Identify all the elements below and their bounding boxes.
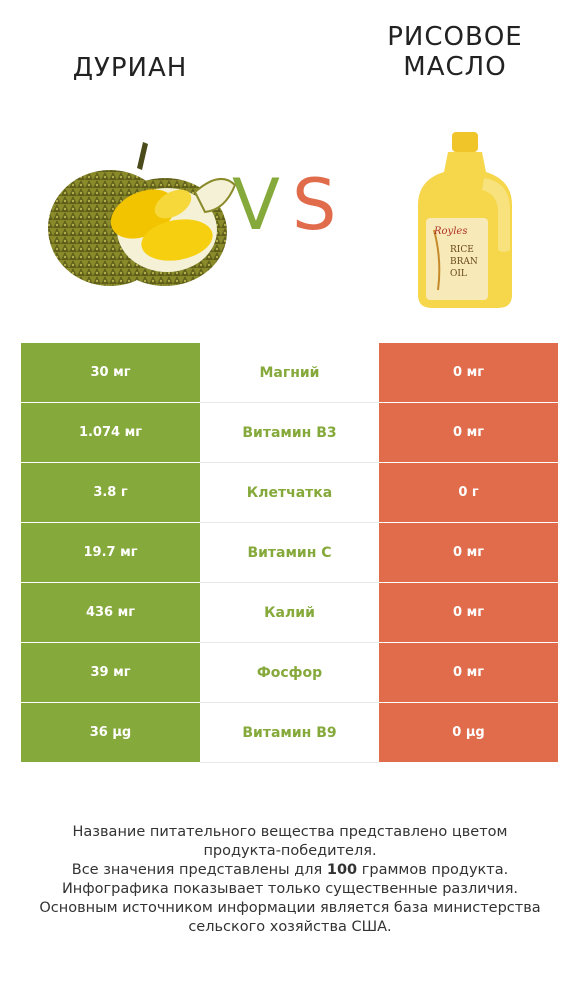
footer-text: граммов продукта.	[357, 862, 509, 878]
right-value-cell: 0 мг	[379, 643, 558, 702]
oil-bottle-icon: Royles RICE BRAN OIL	[418, 132, 512, 308]
product-title-left: ДУРИАН	[72, 53, 188, 83]
left-value-cell: 36 µg	[21, 703, 200, 762]
left-value-cell: 39 мг	[21, 643, 200, 702]
footer-line: сельского хозяйства США.	[188, 919, 392, 935]
comparison-table: 30 мг Магний 0 мг 1.074 мг Витамин B3 0 мг 3.8…	[21, 343, 558, 763]
nutrient-label-cell: Витамин B3	[200, 403, 379, 463]
footer-line: продукта-победителя.	[203, 843, 377, 859]
footer-line: Название питательного вещества представл…	[72, 824, 508, 840]
bottle-label-line-1: RICE	[450, 245, 474, 255]
table-row: 3.8 г Клетчатка 0 г	[21, 463, 558, 523]
nutrient-label-cell: Витамин C	[200, 523, 379, 583]
left-value-cell: 19.7 мг	[21, 523, 200, 582]
footer-line: Все значения представлены для 100 граммо…	[20, 861, 560, 880]
footer-line: Основным источником информации является …	[39, 900, 541, 916]
left-value-cell: 30 мг	[21, 343, 200, 402]
footer-note: Название питательного вещества представл…	[20, 823, 560, 937]
nutrient-label-cell: Калий	[200, 583, 379, 643]
nutrient-label-cell: Магний	[200, 343, 379, 403]
bottle-label-line-3: OIL	[450, 269, 467, 279]
table-row: 30 мг Магний 0 мг	[21, 343, 558, 403]
table-row: 39 мг Фосфор 0 мг	[21, 643, 558, 703]
footer-line: Инфографика показывает только существенн…	[61, 881, 519, 897]
bottle-label-line-2: BRAN	[450, 257, 478, 267]
left-value-cell: 3.8 г	[21, 463, 200, 522]
durian-icon	[48, 142, 237, 286]
nutrient-label-cell: Клетчатка	[200, 463, 379, 523]
left-value-cell: 436 мг	[21, 583, 200, 642]
right-value-cell: 0 мг	[379, 343, 558, 402]
table-row: 436 мг Калий 0 мг	[21, 583, 558, 643]
right-value-cell: 0 г	[379, 463, 558, 522]
footer-amount: 100	[326, 862, 358, 878]
right-value-cell: 0 мг	[379, 583, 558, 642]
nutrient-label-cell: Фосфор	[200, 643, 379, 703]
nutrient-label-cell: Витамин B9	[200, 703, 379, 763]
vs-letter-v: V	[232, 164, 280, 246]
bottle-label-brand: Royles	[433, 226, 467, 237]
right-value-cell: 0 мг	[379, 403, 558, 462]
right-value-cell: 0 µg	[379, 703, 558, 762]
vs-letter-s: S	[292, 164, 337, 246]
table-row: 36 µg Витамин B9 0 µg	[21, 703, 558, 763]
footer-text: Все значения представлены для	[71, 862, 327, 878]
product-title-right: РИСОВОЕ МАСЛО	[387, 22, 523, 82]
table-row: 1.074 мг Витамин B3 0 мг	[21, 403, 558, 463]
right-value-cell: 0 мг	[379, 523, 558, 582]
left-value-cell: 1.074 мг	[21, 403, 200, 462]
